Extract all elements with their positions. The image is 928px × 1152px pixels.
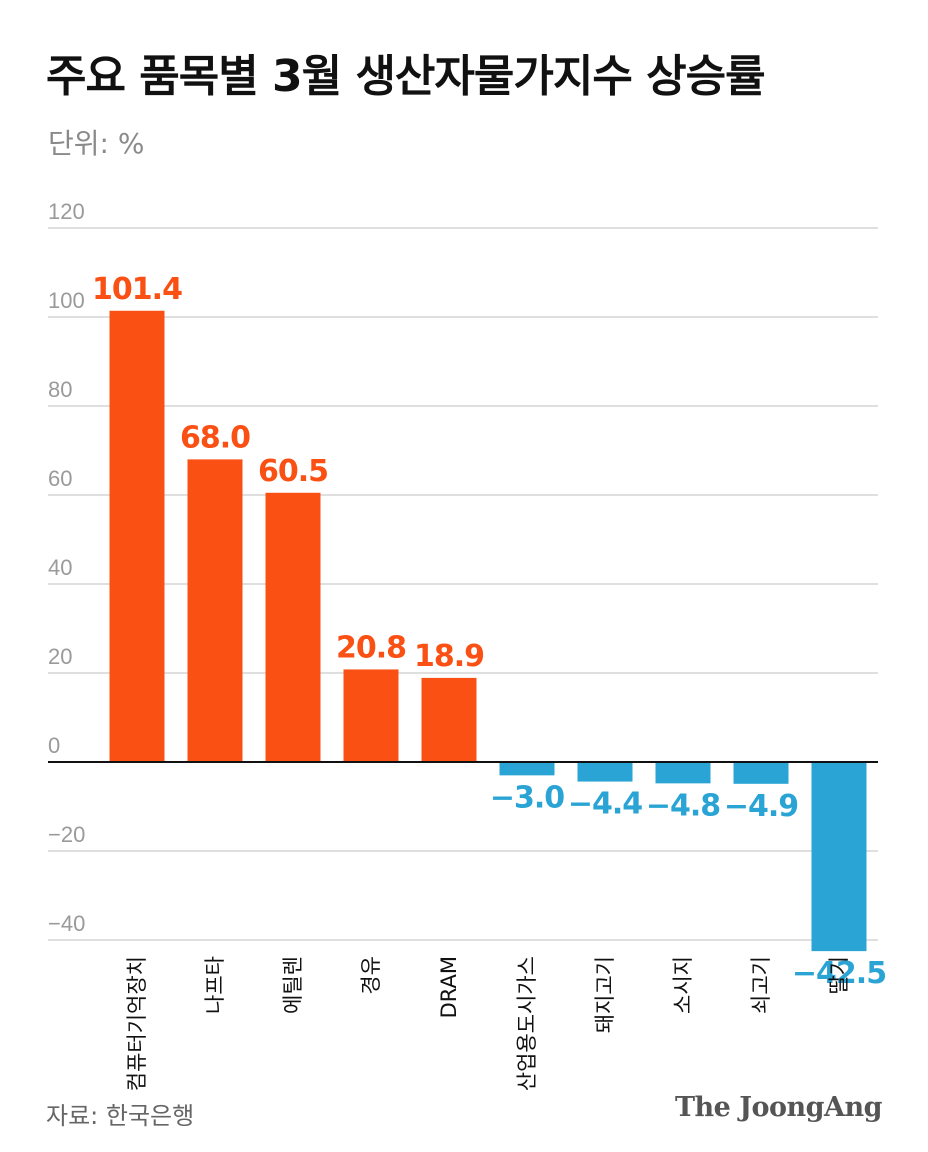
- data-label: 68.0: [180, 420, 250, 455]
- y-tick-label: 20: [48, 644, 72, 669]
- bar: [655, 762, 711, 784]
- category-label: 에틸렌: [281, 956, 305, 1014]
- category-label: 돼지고기: [593, 956, 617, 1033]
- bar: [265, 492, 321, 762]
- data-label: −42.5: [792, 956, 886, 991]
- bar: [187, 459, 243, 762]
- brand-logo: The JoongAng: [674, 1092, 883, 1123]
- category-label: DRAM: [437, 956, 461, 1018]
- bar: [421, 677, 477, 762]
- y-tick-label: 40: [48, 555, 72, 580]
- category-label: 소시지: [671, 956, 695, 1014]
- y-tick-label: 0: [48, 733, 60, 758]
- bar: [577, 762, 633, 782]
- bar: [109, 310, 165, 762]
- category-label: 나프타: [203, 956, 227, 1014]
- bar-chart: 120 100 80 60 40 20 0 −20 −40 101.4 68.060.5 20.8 18…: [48, 199, 887, 1090]
- data-label: −4.9: [724, 789, 798, 824]
- bar: [733, 762, 789, 784]
- category-label: 컴퓨터기억장치: [125, 956, 149, 1090]
- category-label: 쇠고기: [749, 956, 773, 1014]
- unit-label: 단위: %: [48, 127, 145, 160]
- data-label: 20.8: [336, 630, 406, 665]
- category-label: 산업용도시가스: [515, 956, 539, 1090]
- y-tick-label: −40: [48, 911, 85, 936]
- data-label: −4.8: [646, 788, 720, 823]
- data-label: 101.4: [92, 272, 182, 307]
- bar: [343, 669, 399, 762]
- y-tick-label: 100: [48, 288, 85, 313]
- data-label: −4.4: [568, 787, 642, 822]
- data-label: 18.9: [414, 639, 484, 674]
- bar: [811, 762, 867, 952]
- chart-title: 주요 품목별 3월 생산자물가지수 상승률: [46, 51, 766, 102]
- data-label: 60.5: [258, 454, 328, 489]
- source-note: 자료: 한국은행: [46, 1102, 195, 1130]
- y-tick-label: 80: [48, 377, 72, 402]
- y-tick-label: 120: [48, 199, 85, 224]
- bar: [499, 762, 555, 776]
- category-label: 경유: [359, 956, 383, 995]
- category-label: 딸기: [827, 956, 851, 995]
- y-tick-label: 60: [48, 466, 72, 491]
- y-tick-label: −20: [48, 822, 85, 847]
- data-label: −3.0: [490, 780, 564, 815]
